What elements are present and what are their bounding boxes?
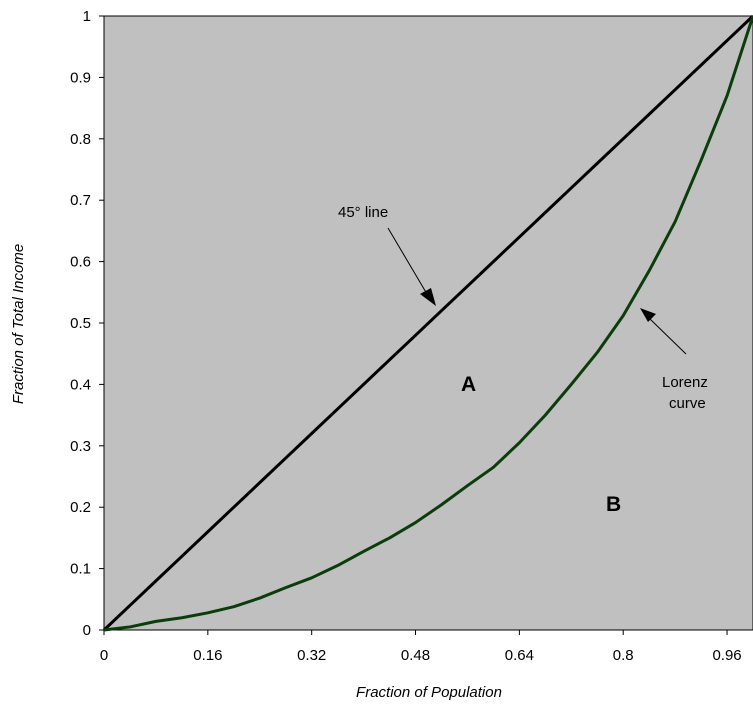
x-axis-ticks: 0 0.16 0.32 0.48 0.64 0.8 0.96 <box>100 630 742 664</box>
lorenz-curve-line <box>103 15 753 632</box>
y-tick-label: 0.2 <box>70 499 91 516</box>
equality-45-degree-line <box>102 14 753 632</box>
lorenz-label-line2: curve <box>669 395 706 412</box>
y-tick-label: 0.4 <box>70 376 91 393</box>
y-tick-label: 0.5 <box>70 315 91 332</box>
45-degree-line-label: 45° line <box>338 204 388 221</box>
y-tick-label: 0.7 <box>70 192 91 209</box>
x-tick-label: 0.16 <box>193 647 222 664</box>
lorenz-arrow-shaft <box>649 318 687 355</box>
x-tick-label: 0.48 <box>401 647 430 664</box>
x-tick-label: 0.64 <box>505 647 534 664</box>
x-axis-title: Fraction of Population <box>356 684 502 701</box>
y-tick-label: 0.9 <box>70 69 91 86</box>
lorenz-arrowhead <box>640 308 656 322</box>
x-tick-label: 0.8 <box>613 647 634 664</box>
area-b-label: B <box>606 493 621 516</box>
x-tick-label: 0.32 <box>297 647 326 664</box>
x-tick-label: 0 <box>100 647 108 664</box>
y-tick-label: 0.3 <box>70 438 91 455</box>
y-tick-label: 0 <box>83 622 91 639</box>
y-axis-title: Fraction of Total Income <box>10 244 27 404</box>
y-tick-label: 0.8 <box>70 131 91 148</box>
y-tick-label: 1 <box>83 8 91 25</box>
area-a-label: A <box>461 373 476 396</box>
45-degree-line-arrow-shaft <box>387 227 428 295</box>
y-tick-label: 0.1 <box>70 561 91 578</box>
y-tick-label: 0.6 <box>70 254 91 271</box>
45-degree-line-arrowhead <box>420 288 436 306</box>
series-layer <box>102 14 753 632</box>
x-tick-label: 0.96 <box>712 647 741 664</box>
y-axis-ticks: 0 0.1 0.2 0.3 0.4 0.5 0.6 0.7 0.8 0.9 1 <box>70 8 104 639</box>
lorenz-label-line1: Lorenz <box>662 374 708 391</box>
